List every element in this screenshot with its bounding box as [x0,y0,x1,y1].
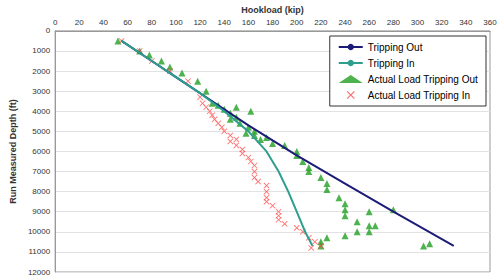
svg-text:80: 80 [147,18,156,27]
svg-text:40: 40 [99,18,108,27]
svg-text:100: 100 [169,18,183,27]
svg-text:280: 280 [387,18,401,27]
svg-text:Tripping Out: Tripping Out [368,42,423,53]
svg-text:Tripping In: Tripping In [368,58,415,69]
svg-text:360: 360 [483,18,497,27]
svg-text:260: 260 [363,18,377,27]
svg-text:12000: 12000 [28,268,51,277]
svg-text:300: 300 [411,18,425,27]
svg-text:60: 60 [123,18,132,27]
svg-text:2000: 2000 [32,67,50,76]
svg-text:9000: 9000 [32,207,50,216]
svg-text:120: 120 [193,18,207,27]
svg-text:Run Measured Depth (ft): Run Measured Depth (ft) [8,99,18,204]
svg-text:20: 20 [75,18,84,27]
svg-text:11000: 11000 [28,247,50,256]
svg-text:140: 140 [218,18,232,27]
svg-text:Hookload (kip): Hookload (kip) [241,5,304,15]
svg-text:240: 240 [338,18,352,27]
svg-text:Actual Load Tripping In: Actual Load Tripping In [368,90,470,101]
svg-text:8000: 8000 [32,187,50,196]
svg-text:0: 0 [53,18,58,27]
svg-text:10000: 10000 [28,227,51,236]
svg-text:6000: 6000 [32,147,50,156]
svg-text:320: 320 [435,18,449,27]
svg-text:Actual Load Tripping Out: Actual Load Tripping Out [368,74,478,85]
svg-text:200: 200 [290,18,304,27]
svg-text:7000: 7000 [32,167,50,176]
svg-text:160: 160 [242,18,256,27]
svg-text:3000: 3000 [32,87,50,96]
svg-text:220: 220 [314,18,328,27]
svg-text:1000: 1000 [32,46,50,55]
svg-text:5000: 5000 [32,127,50,136]
svg-text:0: 0 [46,26,51,35]
svg-text:180: 180 [266,18,280,27]
svg-text:4000: 4000 [32,107,50,116]
svg-text:340: 340 [459,18,473,27]
